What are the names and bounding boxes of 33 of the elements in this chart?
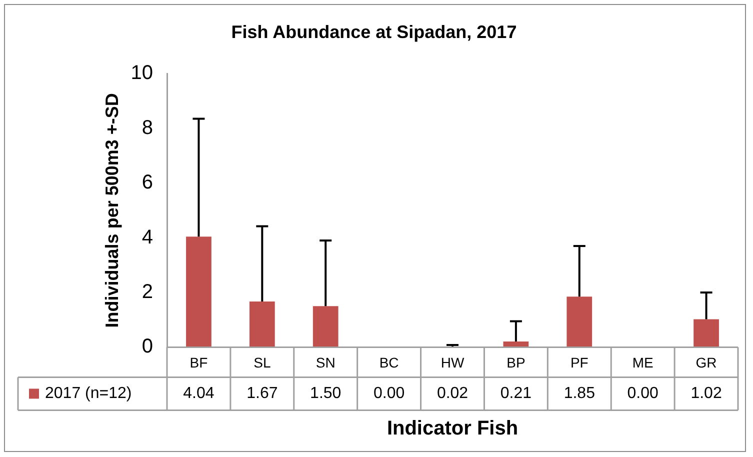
y-tick-label: 4: [142, 226, 153, 248]
bar: [312, 306, 338, 348]
x-axis-title: Indicator Fish: [386, 418, 518, 440]
x-tick-label: BP: [506, 354, 526, 370]
x-tick-label: HW: [440, 354, 465, 370]
x-tick-label: SL: [254, 354, 271, 370]
y-tick-label: 6: [142, 172, 153, 194]
x-tick-label: ME: [632, 354, 654, 370]
x-tick-label: PF: [570, 354, 588, 370]
data-label: 1.67: [246, 385, 278, 402]
legend-label: 2017 (n=12): [45, 385, 132, 402]
bar: [186, 236, 212, 348]
data-label: 1.85: [564, 385, 596, 402]
bar: [249, 302, 275, 348]
data-label: 0.21: [500, 385, 532, 402]
data-label: 4.04: [183, 385, 214, 402]
x-tick-label: BC: [379, 354, 399, 370]
y-tick-label: 2: [142, 280, 153, 303]
chart-title: Fish Abundance at Sipadan, 2017: [231, 22, 517, 42]
x-tick-label: BF: [190, 354, 208, 370]
data-label: 1.02: [690, 385, 722, 402]
x-tick-label: GR: [696, 354, 717, 370]
x-tick-label: SN: [316, 354, 336, 370]
data-label: 1.50: [310, 385, 342, 402]
y-tick-label: 0: [142, 336, 153, 358]
data-label: 0.00: [627, 385, 659, 402]
bar: [566, 296, 592, 348]
data-label: 0.00: [373, 385, 405, 402]
y-tick-label: 8: [142, 116, 153, 139]
bar: [694, 319, 719, 348]
y-tick-label: 10: [130, 62, 153, 84]
data-label: 0.02: [436, 385, 468, 402]
y-axis-title: Individuals per 500m3 +-SD: [102, 93, 122, 328]
